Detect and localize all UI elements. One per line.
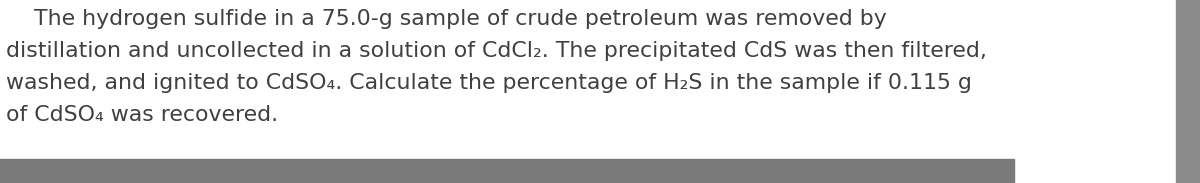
Text: washed, and ignited to CdSO₄. Calculate the percentage of H₂S in the sample if 0: washed, and ignited to CdSO₄. Calculate …	[6, 73, 972, 93]
Text: The hydrogen sulfide in a 75.0-g sample of crude petroleum was removed by: The hydrogen sulfide in a 75.0-g sample …	[6, 9, 887, 29]
Bar	[0, 159, 1014, 183]
Text: distillation and uncollected in a solution of CdCl₂. The precipitated CdS was th: distillation and uncollected in a soluti…	[6, 41, 986, 61]
Text: of CdSO₄ was recovered.: of CdSO₄ was recovered.	[6, 105, 278, 125]
Bar	[1176, 0, 1200, 183]
